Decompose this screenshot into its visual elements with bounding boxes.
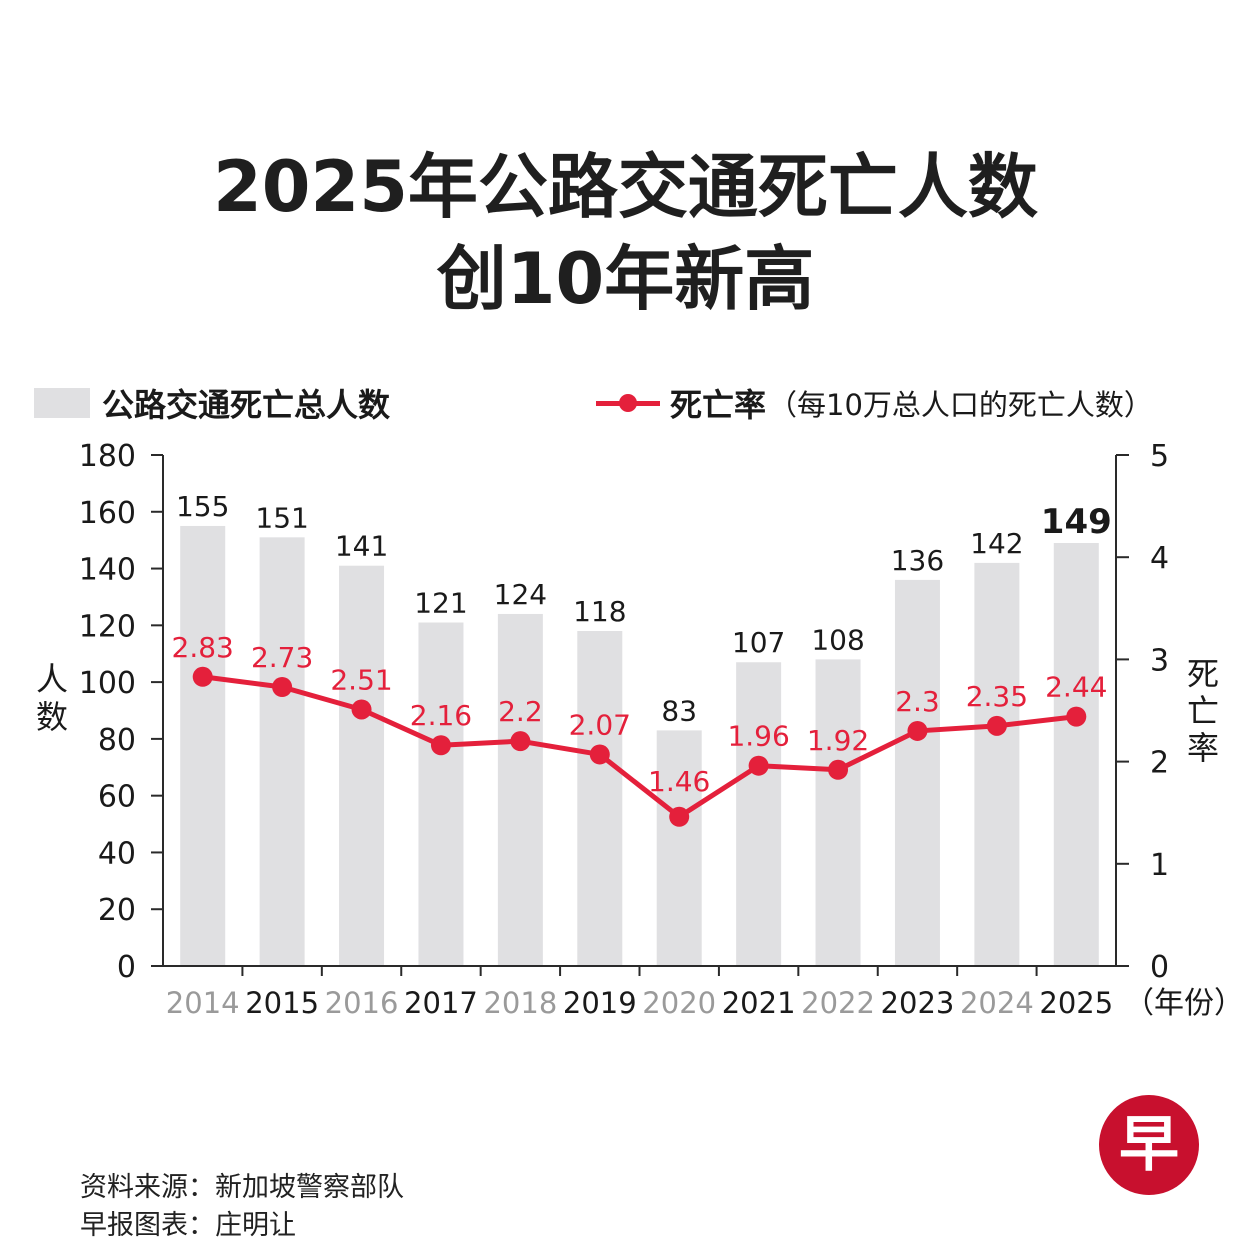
bar-2020 — [656, 730, 702, 966]
bar-label-2015: 151 — [255, 501, 308, 534]
y-right-tick-3: 3 — [1150, 643, 1169, 678]
bar-label-2019: 118 — [573, 595, 626, 628]
bar-2022 — [815, 659, 861, 966]
source-note: 资料来源：新加坡警察部队 — [80, 1172, 404, 1203]
bar-label-2022: 108 — [811, 623, 864, 656]
rate-label-2019: 2.07 — [569, 708, 631, 741]
y-left-tick-120: 120 — [79, 609, 136, 644]
x-unit-label: （年份） — [1124, 986, 1244, 1021]
x-tick-2022: 2022 — [801, 986, 875, 1020]
rate-point-2022 — [828, 759, 849, 780]
bar-2015 — [259, 537, 305, 966]
y-left-tick-180: 180 — [79, 439, 136, 474]
y-left-tick-80: 80 — [98, 723, 136, 758]
y-right-label-char-3: 率 — [1187, 729, 1219, 767]
rate-point-2019 — [589, 744, 610, 765]
rate-point-2017 — [430, 735, 451, 756]
y-right-tick-4: 4 — [1150, 541, 1169, 576]
y-left-tick-140: 140 — [79, 553, 136, 588]
x-tick-2015: 2015 — [245, 986, 319, 1020]
legend-bars: 公路交通死亡总人数 — [34, 380, 390, 426]
bar-label-2023: 136 — [891, 544, 944, 577]
legend-bars-label: 公路交通死亡总人数 — [102, 386, 391, 424]
rate-point-2016 — [351, 699, 372, 720]
y-right-tick-1: 1 — [1150, 848, 1169, 883]
rate-point-2023 — [907, 720, 928, 741]
rate-point-2018 — [510, 731, 531, 752]
x-tick-2020: 2020 — [642, 986, 716, 1020]
bar-2016 — [339, 565, 385, 966]
bar-label-2025: 149 — [1041, 502, 1112, 542]
x-tick-2021: 2021 — [722, 986, 796, 1020]
chart-title-line1: 2025年公路交通死亡人数 — [213, 146, 1038, 228]
bar-2019 — [577, 631, 623, 966]
rate-label-2014: 2.83 — [172, 631, 234, 664]
rate-point-2014 — [192, 666, 213, 687]
bar-label-2024: 142 — [970, 527, 1023, 560]
x-tick-2024: 2024 — [960, 986, 1034, 1020]
rate-label-2022: 1.92 — [807, 724, 869, 757]
bar-2025 — [1053, 543, 1099, 966]
logo-circle — [1099, 1095, 1199, 1195]
rate-label-2017: 2.16 — [410, 699, 472, 732]
legend-line: 死亡率 （每10万总人口的死亡人数） — [596, 380, 1153, 426]
y-right-tick-0: 0 — [1150, 950, 1169, 985]
x-tick-2025: 2025 — [1039, 986, 1113, 1020]
zaobao-logo: 早 — [1099, 1095, 1199, 1195]
y-left-tick-0: 0 — [117, 950, 136, 985]
y-left-label-char-1: 人 — [36, 660, 68, 698]
y-left-tick-160: 160 — [79, 496, 136, 531]
chart-title-line2: 创10年新高 — [436, 238, 815, 320]
x-tick-2017: 2017 — [404, 986, 478, 1020]
logo-char: 早 — [1119, 1110, 1179, 1180]
rate-line — [202, 674, 1077, 820]
legend-line-swatch — [596, 388, 660, 418]
y-left-tick-20: 20 — [98, 893, 136, 928]
rate-point-2020 — [669, 806, 690, 827]
bar-2021 — [736, 662, 782, 966]
bar-2024 — [974, 562, 1020, 966]
legend-line-note: （每10万总人口的死亡人数） — [768, 388, 1153, 422]
x-tick-2019: 2019 — [563, 986, 637, 1020]
bar-2014 — [180, 525, 226, 966]
rate-label-2023: 2.3 — [895, 685, 940, 718]
rate-label-2025: 2.44 — [1045, 671, 1107, 704]
y-left-tick-100: 100 — [79, 666, 136, 701]
bar-label-2020: 83 — [661, 694, 697, 727]
x-tick-2014: 2014 — [166, 986, 240, 1020]
rate-label-2021: 1.96 — [727, 720, 789, 753]
legend-bar-swatch — [34, 388, 90, 418]
credit-note: 早报图表：庄明让 — [80, 1210, 296, 1241]
rate-label-2018: 2.2 — [498, 695, 543, 728]
x-tick-2016: 2016 — [325, 986, 399, 1020]
x-tick-2018: 2018 — [483, 986, 557, 1020]
y-right-tick-2: 2 — [1150, 746, 1169, 781]
rate-point-2024 — [986, 715, 1007, 736]
y-right-label-char-2: 亡 — [1187, 692, 1219, 730]
bar-2023 — [894, 579, 940, 966]
bar-label-2014: 155 — [176, 490, 229, 523]
bar-label-2017: 121 — [414, 586, 467, 619]
bar-2018 — [497, 613, 543, 966]
y-left-tick-60: 60 — [98, 780, 136, 815]
y-right-label-char-1: 死 — [1187, 655, 1219, 693]
bar-2017 — [418, 622, 464, 966]
rate-point-2021 — [748, 755, 769, 776]
bar-label-2016: 141 — [335, 530, 388, 563]
y-left-label-char-2: 数 — [36, 698, 68, 736]
rate-point-2025 — [1066, 706, 1087, 727]
rate-label-2024: 2.35 — [966, 680, 1028, 713]
y-left-tick-40: 40 — [98, 836, 136, 871]
bar-label-2018: 124 — [494, 578, 547, 611]
y-right-tick-5: 5 — [1150, 439, 1169, 474]
rate-label-2015: 2.73 — [251, 641, 313, 674]
bar-label-2021: 107 — [732, 626, 785, 659]
legend-line-label: 死亡率 — [670, 386, 767, 424]
x-tick-2023: 2023 — [881, 986, 955, 1020]
rate-point-2015 — [272, 676, 293, 697]
rate-label-2020: 1.46 — [648, 765, 710, 798]
rate-label-2016: 2.51 — [330, 663, 392, 696]
